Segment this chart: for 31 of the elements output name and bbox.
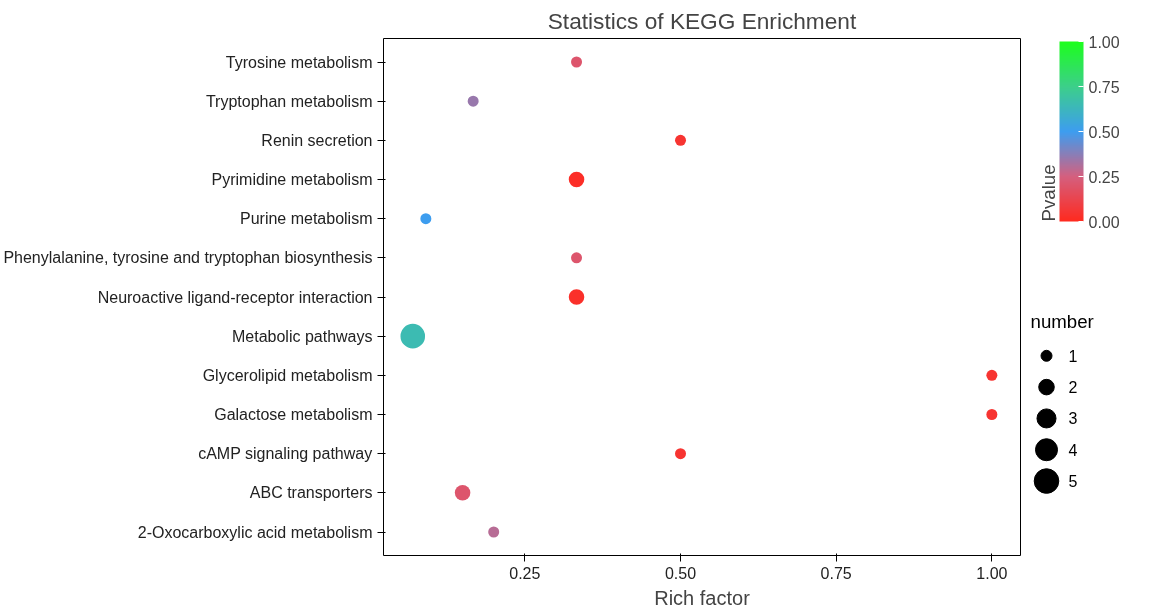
y-tick-label: Phenylalanine, tyrosine and tryptophan biosynthesis xyxy=(3,249,373,267)
color-bar-title: Pvalue xyxy=(1037,164,1059,222)
y-tick-label: Neuroactive ligand-receptor interaction xyxy=(97,288,373,306)
color-bar-label: 0.50 xyxy=(1088,123,1120,141)
color-bar-label: 0.00 xyxy=(1088,213,1120,231)
y-tick-label: 2-Oxocarboxylic acid metabolism xyxy=(137,523,373,541)
color-bar-label: 0.25 xyxy=(1088,168,1120,186)
y-tick-label: ABC transporters xyxy=(249,484,373,502)
legend-label: 5 xyxy=(1068,473,1078,491)
y-tick-label: cAMP signaling pathway xyxy=(198,445,373,463)
x-tick-label: 0.50 xyxy=(664,564,697,582)
y-tick-label: Tyrosine metabolism xyxy=(225,53,373,71)
x-tick-label: 0.75 xyxy=(820,564,852,582)
legend-title: number xyxy=(1030,311,1094,333)
legend-label: 3 xyxy=(1068,410,1078,428)
y-tick-label: Glycerolipid metabolism xyxy=(202,366,373,384)
x-axis-title: Rich factor xyxy=(654,586,751,609)
y-tick-label: Renin secretion xyxy=(261,131,373,149)
y-tick-label: Metabolic pathways xyxy=(231,327,373,345)
x-tick-label: 1.00 xyxy=(976,564,1008,582)
y-tick-label: Pyrimidine metabolism xyxy=(211,171,373,188)
legend-label: 4 xyxy=(1068,441,1078,459)
y-tick-label: Galactose metabolism xyxy=(214,406,373,423)
y-tick-label: Tryptophan metabolism xyxy=(205,92,373,110)
color-bar-label: 0.75 xyxy=(1088,78,1120,96)
chart-title: Statistics of KEGG Enrichment xyxy=(547,7,857,34)
x-tick-label: 0.25 xyxy=(509,564,541,582)
color-bar-label: 1.00 xyxy=(1088,33,1120,51)
legend-label: 1 xyxy=(1068,347,1078,365)
y-tick-label: Purine metabolism xyxy=(240,210,373,228)
legend-label: 2 xyxy=(1068,379,1078,397)
